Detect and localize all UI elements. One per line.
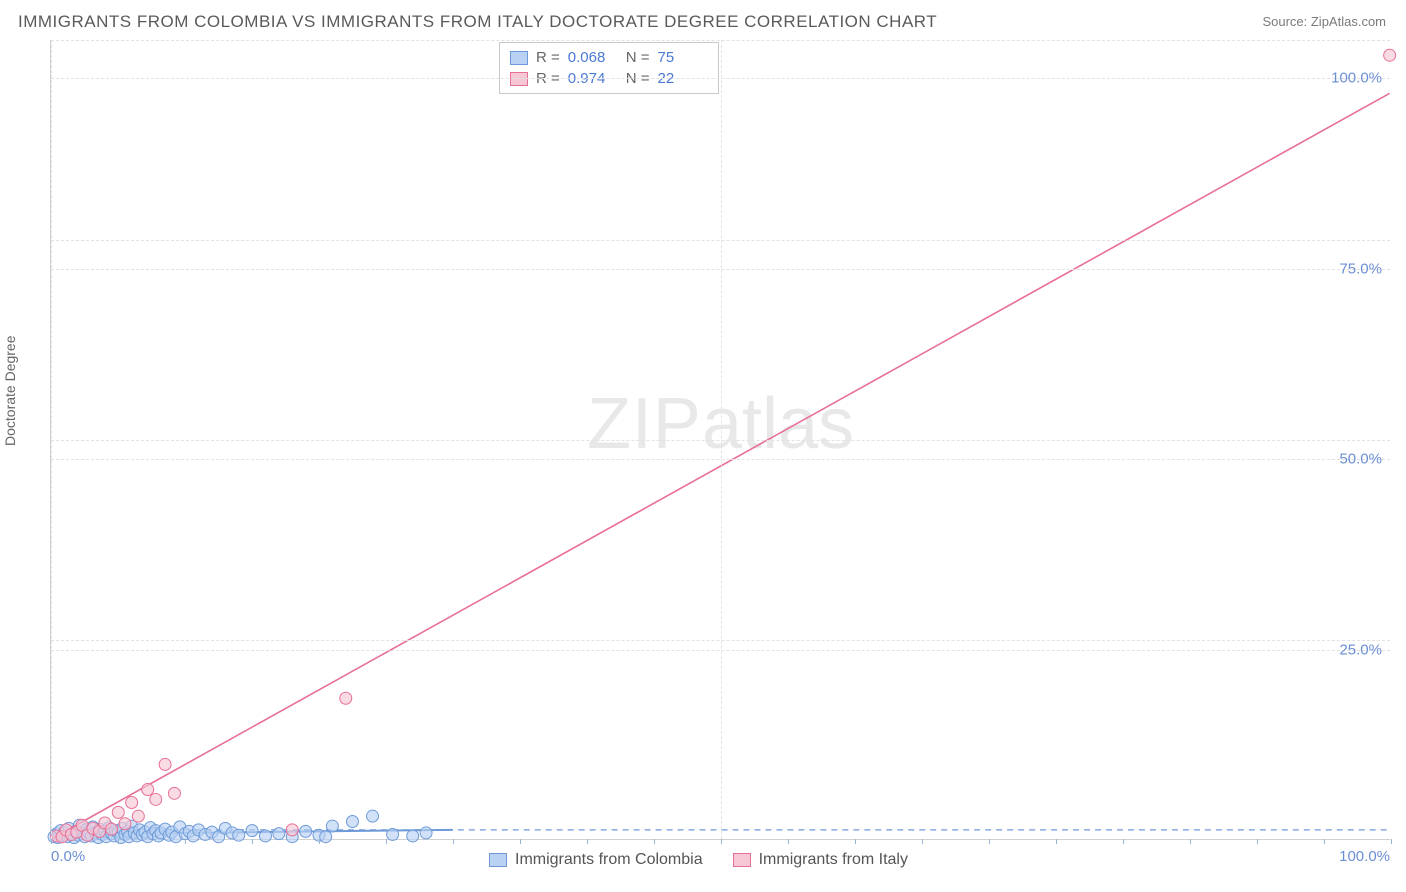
xtick bbox=[855, 839, 856, 844]
point-italy bbox=[340, 692, 352, 704]
legend-item-italy: Immigrants from Italy bbox=[733, 851, 908, 869]
point-colombia bbox=[273, 828, 285, 840]
xtick bbox=[520, 839, 521, 844]
xtick bbox=[654, 839, 655, 844]
xtick bbox=[1257, 839, 1258, 844]
point-colombia bbox=[320, 831, 332, 843]
point-colombia bbox=[367, 810, 379, 822]
xtick bbox=[721, 839, 722, 844]
xtick bbox=[185, 839, 186, 844]
legend-label-italy: Immigrants from Italy bbox=[759, 851, 908, 869]
xtick bbox=[788, 839, 789, 844]
legend-item-colombia: Immigrants from Colombia bbox=[489, 851, 703, 869]
ytick-label: 100.0% bbox=[1331, 70, 1382, 87]
point-italy bbox=[159, 758, 171, 770]
swatch-italy-2 bbox=[733, 853, 751, 867]
ytick-label: 50.0% bbox=[1339, 451, 1382, 468]
plot-area: ZIPatlas R = 0.068 N = 75 R = 0.974 N = … bbox=[50, 40, 1390, 840]
chart-title: IMMIGRANTS FROM COLOMBIA VS IMMIGRANTS F… bbox=[18, 12, 937, 32]
xtick bbox=[922, 839, 923, 844]
grid-v bbox=[721, 40, 722, 839]
r-value-colombia: 0.068 bbox=[568, 49, 618, 66]
point-italy bbox=[106, 823, 118, 835]
xtick-label-first: 0.0% bbox=[51, 848, 85, 865]
point-italy bbox=[112, 806, 124, 818]
source-attribution: Source: ZipAtlas.com bbox=[1262, 14, 1386, 29]
point-italy bbox=[150, 793, 162, 805]
swatch-colombia bbox=[510, 51, 528, 65]
xtick bbox=[1056, 839, 1057, 844]
point-italy bbox=[126, 796, 138, 808]
point-italy bbox=[286, 824, 298, 836]
point-colombia bbox=[233, 829, 245, 841]
y-axis-label: Doctorate Degree bbox=[2, 335, 18, 446]
point-colombia bbox=[346, 816, 358, 828]
ytick-label: 75.0% bbox=[1339, 260, 1382, 277]
xtick bbox=[386, 839, 387, 844]
point-italy bbox=[168, 787, 180, 799]
xtick bbox=[118, 839, 119, 844]
ytick-label: 25.0% bbox=[1339, 641, 1382, 658]
xtick bbox=[319, 839, 320, 844]
xtick-label-last: 100.0% bbox=[1339, 848, 1390, 865]
xtick bbox=[453, 839, 454, 844]
n-label-colombia: N = bbox=[626, 49, 650, 66]
point-colombia bbox=[246, 825, 258, 837]
xtick bbox=[1190, 839, 1191, 844]
xtick bbox=[989, 839, 990, 844]
point-italy bbox=[1384, 49, 1396, 61]
point-italy bbox=[142, 784, 154, 796]
xtick bbox=[587, 839, 588, 844]
xtick bbox=[1391, 839, 1392, 844]
n-value-colombia: 75 bbox=[658, 49, 708, 66]
r-label-colombia: R = bbox=[536, 49, 560, 66]
point-colombia bbox=[420, 827, 432, 839]
xtick bbox=[252, 839, 253, 844]
xtick bbox=[1324, 839, 1325, 844]
point-italy bbox=[132, 810, 144, 822]
swatch-colombia-2 bbox=[489, 853, 507, 867]
point-colombia bbox=[407, 830, 419, 842]
xtick bbox=[51, 839, 52, 844]
point-colombia bbox=[387, 828, 399, 840]
point-colombia bbox=[259, 830, 271, 842]
point-italy bbox=[119, 818, 131, 830]
series-legend: Immigrants from Colombia Immigrants from… bbox=[489, 851, 908, 869]
point-colombia bbox=[300, 825, 312, 837]
legend-row-colombia: R = 0.068 N = 75 bbox=[510, 47, 708, 68]
legend-label-colombia: Immigrants from Colombia bbox=[515, 851, 703, 869]
correlation-legend: R = 0.068 N = 75 R = 0.974 N = 22 bbox=[499, 42, 719, 94]
point-colombia bbox=[326, 820, 338, 832]
xtick bbox=[1123, 839, 1124, 844]
grid-v bbox=[51, 40, 52, 839]
